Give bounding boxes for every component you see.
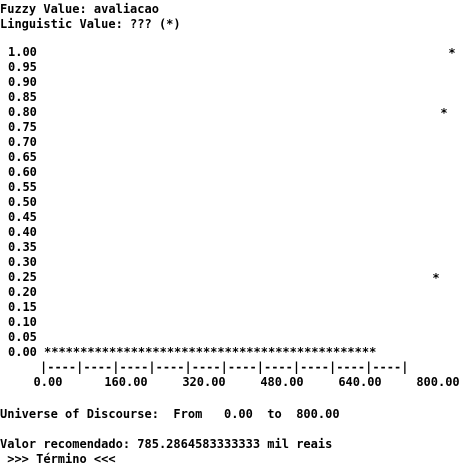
data-point: * bbox=[432, 271, 439, 285]
y-tick-label: 0.85 bbox=[8, 90, 37, 104]
recommended-value-line: Valor recomendado: 785.2864583333333 mil… bbox=[0, 437, 333, 451]
y-tick-label: 0.45 bbox=[8, 210, 37, 224]
x-tick-label: 800.00 bbox=[416, 375, 459, 389]
y-tick-label: 1.00 bbox=[8, 45, 37, 59]
baseline-marks: ****************************************… bbox=[44, 345, 376, 359]
y-tick-label: 0.10 bbox=[8, 315, 37, 329]
y-tick-label: 0.35 bbox=[8, 240, 37, 254]
data-point: * bbox=[440, 106, 447, 120]
y-tick-label: 0.30 bbox=[8, 255, 37, 269]
linguistic-value-line: Linguistic Value: ??? (*) bbox=[0, 17, 181, 31]
y-tick-label: 0.80 bbox=[8, 105, 37, 119]
y-tick-label: 0.05 bbox=[8, 330, 37, 344]
y-tick-label: 0.90 bbox=[8, 75, 37, 89]
x-tick-label: 320.00 bbox=[182, 375, 225, 389]
y-tick-label: 0.50 bbox=[8, 195, 37, 209]
y-tick-label: 0.40 bbox=[8, 225, 37, 239]
y-tick-label: 0.75 bbox=[8, 120, 37, 134]
end-line: >>> Término <<< bbox=[0, 452, 116, 466]
data-point: * bbox=[448, 46, 455, 60]
y-tick-label: 0.25 bbox=[8, 270, 37, 284]
universe-of-discourse-line: Universe of Discourse: From 0.00 to 800.… bbox=[0, 407, 340, 421]
y-tick-label: 0.70 bbox=[8, 135, 37, 149]
y-tick-label: 0.20 bbox=[8, 285, 37, 299]
y-tick-label: 0.65 bbox=[8, 150, 37, 164]
y-tick-label: 0.55 bbox=[8, 180, 37, 194]
x-tick-label: 0.00 bbox=[34, 375, 63, 389]
y-tick-label: 0.00 bbox=[8, 345, 37, 359]
y-tick-label: 0.60 bbox=[8, 165, 37, 179]
x-tick-label: 640.00 bbox=[338, 375, 381, 389]
y-tick-label: 0.95 bbox=[8, 60, 37, 74]
x-axis-rule: |----|----|----|----|----|----|----|----… bbox=[40, 360, 408, 374]
fuzzy-value-line: Fuzzy Value: avaliacao bbox=[0, 2, 159, 16]
x-tick-label: 160.00 bbox=[104, 375, 147, 389]
x-tick-label: 480.00 bbox=[260, 375, 303, 389]
y-tick-label: 0.15 bbox=[8, 300, 37, 314]
